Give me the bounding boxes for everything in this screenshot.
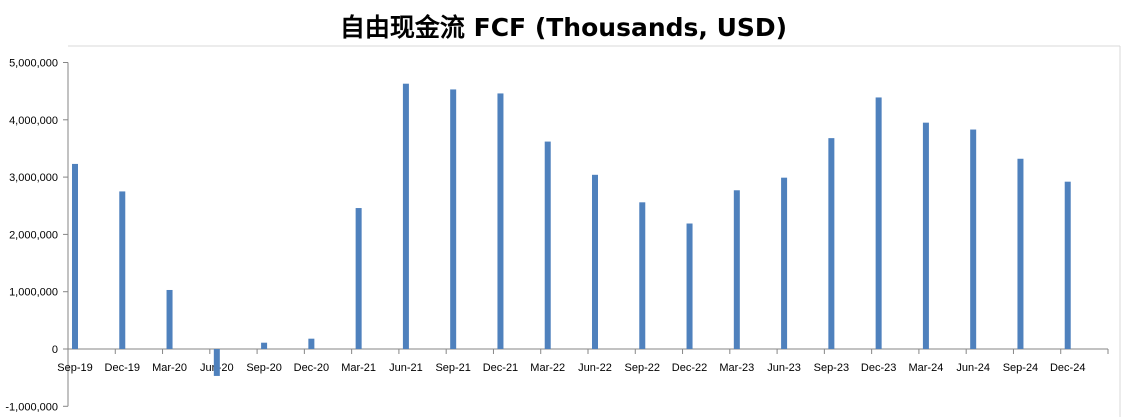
bar	[308, 338, 315, 349]
x-tick-label: Dec-19	[105, 362, 140, 374]
x-tick-label: Dec-20	[294, 362, 329, 374]
x-tick-label: Jun-22	[578, 362, 612, 374]
y-axis: 5,000,000 4,000,000 3,000,000 2,000,000 1,00…	[5, 58, 69, 413]
y-tick-label: 0	[52, 344, 58, 356]
x-tick-label: Sep-22	[625, 362, 660, 374]
y-tick-label: 3,000,000	[9, 172, 58, 184]
bar	[544, 141, 551, 349]
x-tick-label: Mar-24	[908, 362, 943, 374]
bar	[970, 129, 977, 349]
x-tick-label: Sep-24	[1003, 362, 1038, 374]
x-tick-label: Sep-20	[246, 362, 281, 374]
bar	[119, 191, 126, 349]
bar	[875, 97, 882, 349]
bar	[922, 122, 929, 349]
y-tick-label: 1,000,000	[9, 287, 58, 299]
x-tick-label: Mar-20	[152, 362, 187, 374]
bar	[450, 89, 457, 349]
x-tick-label: Sep-21	[435, 362, 470, 374]
bar	[72, 163, 78, 349]
x-tick-label: Jun-24	[956, 362, 990, 374]
x-axis: Sep-19Dec-19Mar-20Jun-20Sep-20Dec-20Mar-…	[57, 348, 1109, 374]
x-tick-label: Mar-21	[341, 362, 376, 374]
y-tick-label: 5,000,000	[9, 58, 58, 70]
bar	[686, 223, 693, 349]
bar	[828, 138, 835, 349]
bar	[781, 177, 788, 349]
x-tick-label: Jun-23	[767, 362, 801, 374]
x-tick-label: Dec-24	[1050, 362, 1085, 374]
bar	[166, 289, 173, 349]
bar	[639, 202, 646, 349]
x-tick-label: Sep-19	[57, 362, 92, 374]
x-tick-label: Dec-22	[672, 362, 707, 374]
bar-series	[72, 83, 1071, 376]
bar	[355, 208, 362, 349]
x-tick-label: Mar-22	[530, 362, 565, 374]
bar	[1017, 158, 1024, 349]
x-tick-label: Dec-21	[483, 362, 518, 374]
bar	[1064, 181, 1071, 349]
x-tick-label: Dec-23	[861, 362, 896, 374]
x-tick-label: Sep-23	[814, 362, 849, 374]
bar	[592, 174, 598, 349]
y-tick-label: -1,000,000	[5, 401, 58, 413]
bar	[261, 342, 268, 349]
bar	[402, 83, 409, 350]
x-tick-label: Jun-21	[389, 362, 423, 374]
x-tick-label: Mar-23	[719, 362, 754, 374]
bar	[213, 349, 220, 376]
bar	[733, 190, 740, 349]
plot-area-border	[68, 45, 1121, 417]
y-tick-label: 4,000,000	[9, 115, 58, 127]
chart-title: 自由现金流 FCF (Thousands, USD)	[339, 13, 788, 42]
bar	[497, 93, 504, 349]
y-tick-label: 2,000,000	[9, 229, 58, 241]
